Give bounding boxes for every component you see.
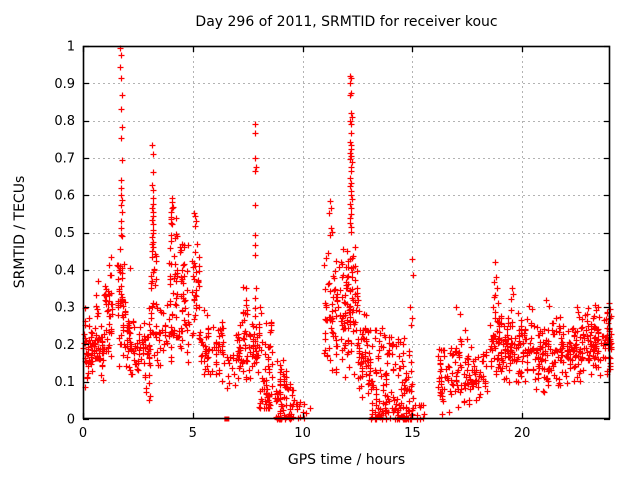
y-tick-label: 0.1 — [54, 375, 75, 390]
data-points — [80, 45, 615, 423]
x-tick-label: 5 — [189, 426, 197, 441]
y-tick-label: 0.2 — [54, 338, 75, 353]
grid-lines — [83, 46, 610, 419]
plot-border — [82, 45, 611, 420]
y-tick-label: 0.4 — [54, 263, 75, 278]
x-tick-label: 0 — [79, 426, 87, 441]
chart-title: Day 296 of 2011, SRMTID for receiver kou… — [195, 14, 498, 30]
y-tick-label: 0.8 — [54, 114, 75, 129]
x-axis-label: GPS time / hours — [287, 452, 406, 468]
axis-ticks — [82, 45, 610, 421]
y-tick-label: 0.3 — [54, 301, 75, 316]
y-tick-label: 0.5 — [54, 226, 75, 241]
x-tick-label: 20 — [514, 426, 531, 441]
y-tick-label: 0.7 — [54, 151, 75, 166]
scatter-markers — [80, 45, 615, 423]
y-tick-label: 0.9 — [54, 77, 75, 92]
x-tick-label: 10 — [294, 426, 311, 441]
y-tick-label: 0.6 — [54, 189, 75, 204]
y-tick-label: 0 — [67, 413, 75, 428]
tick-labels: 0 5 10 15 20 0 0.1 0.2 0.3 0.4 0.5 0.6 0.7 0.8 0.9 1 — [54, 40, 530, 442]
x-tick-label: 15 — [404, 426, 421, 441]
y-tick-label: 1 — [67, 40, 75, 55]
